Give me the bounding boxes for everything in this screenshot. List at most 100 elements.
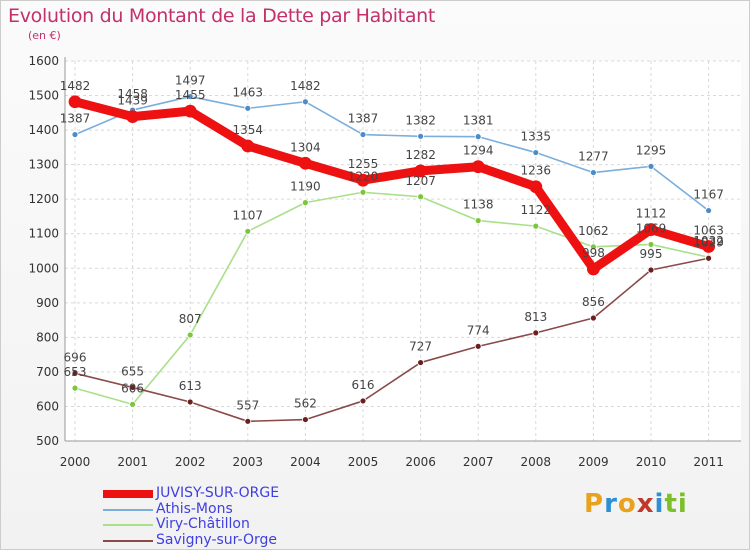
data-label: 562	[294, 397, 317, 411]
data-label: 1458	[117, 87, 148, 101]
x-tick-label: 2010	[636, 455, 667, 469]
y-tick-label: 500	[36, 434, 59, 448]
x-tick-label: 2009	[578, 455, 609, 469]
data-point	[186, 398, 194, 406]
data-label: 1382	[405, 113, 436, 127]
data-label: 1122	[521, 203, 552, 217]
data-point	[356, 173, 370, 187]
y-tick-label: 1200	[28, 192, 59, 206]
data-point	[414, 164, 428, 178]
data-point	[647, 266, 655, 274]
data-point	[244, 104, 252, 112]
logo-letter: i	[677, 489, 688, 519]
data-label: 774	[467, 323, 490, 337]
logo-letter: r	[604, 489, 618, 519]
data-label: 1236	[521, 164, 552, 178]
data-label: 1439	[117, 94, 148, 108]
data-label: 655	[121, 364, 144, 378]
data-point	[474, 342, 482, 350]
y-tick-label: 1500	[28, 89, 59, 103]
data-point	[68, 95, 82, 109]
proxiti-logo: Proxiti	[584, 489, 688, 519]
data-point	[474, 217, 482, 225]
data-label: 1455	[175, 88, 206, 102]
data-point	[186, 93, 194, 100]
plot-area	[65, 61, 741, 441]
series-line-Athis-Mons	[74, 95, 710, 212]
data-label: 1032	[693, 234, 724, 248]
data-point	[590, 169, 597, 176]
data-point	[532, 329, 540, 337]
data-point	[244, 417, 252, 425]
data-label: 998	[582, 246, 605, 260]
data-point	[359, 397, 367, 405]
legend-swatch	[103, 539, 153, 542]
data-label: 1138	[463, 198, 494, 212]
data-label: 727	[409, 340, 432, 354]
data-point	[702, 240, 715, 253]
legend-label: JUVISY-SUR-ORGE	[156, 485, 280, 501]
data-point	[417, 359, 425, 366]
data-label: 616	[352, 378, 375, 392]
data-point	[183, 104, 197, 118]
data-label: 1190	[290, 180, 321, 194]
data-label: 1381	[463, 114, 494, 128]
data-point	[529, 180, 543, 194]
data-point	[129, 400, 137, 408]
data-label: 1497	[175, 74, 206, 88]
data-label: 856	[582, 295, 605, 309]
x-tick-label: 2001	[117, 455, 148, 469]
x-tick-label: 2011	[693, 455, 724, 469]
legend-label: Viry-Châtillon	[156, 516, 250, 532]
data-point	[241, 139, 255, 153]
data-point	[705, 207, 712, 214]
data-point	[644, 223, 658, 236]
data-point	[532, 149, 540, 156]
data-point	[301, 416, 309, 423]
x-tick-label: 2005	[348, 455, 379, 469]
data-point	[129, 384, 137, 391]
data-point	[647, 162, 655, 170]
data-label: 1295	[636, 143, 667, 157]
x-tick-label: 2004	[290, 455, 321, 469]
data-label: 1387	[60, 112, 91, 126]
data-label: 1282	[405, 148, 436, 162]
logo-letter: P	[584, 489, 605, 519]
y-tick-label: 1400	[28, 123, 59, 137]
data-point	[244, 227, 252, 235]
data-point	[417, 132, 425, 140]
data-point	[71, 131, 79, 138]
data-point	[705, 254, 712, 262]
data-label: 1463	[233, 85, 264, 99]
data-label: 1029	[693, 235, 724, 249]
data-label: 1304	[290, 140, 321, 154]
x-tick-label: 2007	[463, 455, 494, 469]
data-point	[301, 199, 309, 207]
legend-label: Athis-Mons	[156, 500, 233, 517]
y-tick-label: 700	[36, 365, 59, 379]
data-label: 995	[640, 247, 663, 261]
data-label: 1482	[60, 79, 91, 93]
x-tick-label: 2003	[233, 455, 264, 469]
data-point	[359, 131, 367, 138]
data-point	[590, 314, 597, 322]
data-label: 1207	[405, 174, 436, 188]
x-tick-label: 2000	[60, 455, 91, 469]
y-tick-label: 1100	[28, 227, 59, 241]
data-point	[71, 384, 79, 392]
data-label: 653	[64, 365, 87, 379]
x-tick-label: 2006	[405, 455, 436, 469]
logo-letter: t	[664, 489, 678, 519]
data-label: 1220	[348, 169, 379, 183]
data-label: 557	[236, 398, 259, 412]
legend-swatch	[103, 508, 153, 511]
data-label: 1112	[636, 207, 667, 221]
data-label: 1294	[463, 144, 494, 158]
y-tick-label: 1600	[28, 54, 59, 68]
data-point	[532, 222, 540, 230]
data-label: 807	[179, 312, 202, 326]
data-point	[471, 160, 485, 174]
data-point	[647, 241, 655, 248]
data-label: 1277	[578, 150, 609, 164]
